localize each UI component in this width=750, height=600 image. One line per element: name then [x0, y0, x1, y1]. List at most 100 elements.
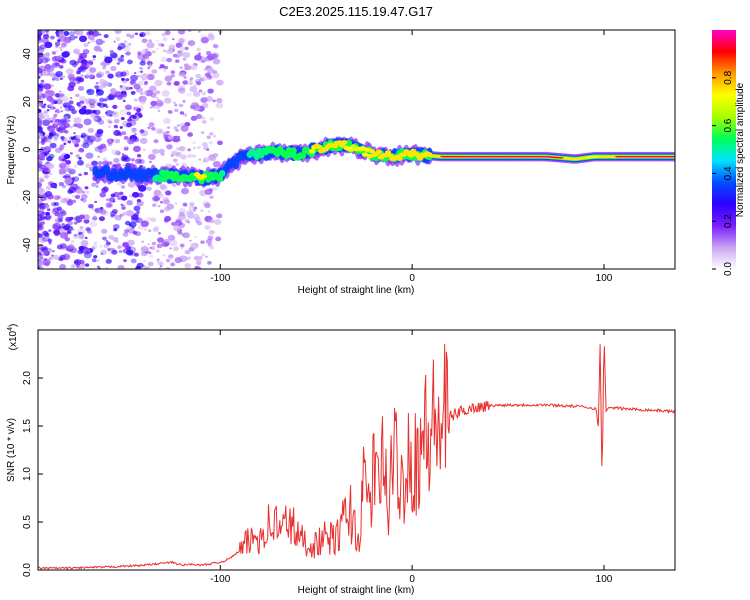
noise-blob [130, 216, 140, 224]
noise-blob [176, 135, 181, 139]
snr-series-line [38, 343, 675, 570]
noise-blob [85, 250, 89, 254]
noise-blob [194, 216, 201, 222]
noise-blob [147, 63, 153, 68]
noise-blob [214, 219, 222, 225]
noise-blob [208, 229, 215, 235]
noise-blob [40, 139, 46, 143]
noise-blob [169, 247, 172, 250]
noise-blob [53, 195, 60, 201]
noise-blob [126, 111, 132, 116]
noise-blob [46, 161, 50, 164]
noise-blob [40, 216, 46, 221]
noise-blob [119, 85, 123, 88]
noise-blob [46, 96, 54, 102]
noise-blob [131, 191, 140, 198]
noise-blob [193, 91, 201, 97]
noise-blob [38, 95, 42, 100]
noise-blob [182, 232, 190, 239]
noise-blob [47, 208, 51, 212]
noise-blob [204, 202, 211, 209]
noise-blob [133, 212, 140, 217]
noise-blob [204, 72, 211, 78]
noise-blob [148, 251, 152, 255]
noise-blob [160, 152, 164, 156]
noise-blob [147, 261, 154, 267]
noise-blob [46, 109, 50, 112]
noise-blob [93, 213, 96, 216]
noise-blob [38, 104, 41, 109]
noise-blob [178, 211, 185, 217]
noise-blob [141, 240, 145, 243]
noise-blob [110, 193, 116, 198]
noise-blob [59, 65, 63, 69]
noise-blob [105, 201, 113, 209]
noise-blob [179, 41, 184, 46]
noise-blob [61, 138, 65, 141]
noise-blob [151, 241, 157, 246]
noise-blob [180, 187, 189, 195]
noise-blob [139, 164, 143, 168]
noise-blob [38, 69, 42, 73]
spectrogram-y-tick-label: -20 [22, 190, 33, 205]
noise-blob [120, 117, 125, 121]
colorbar-tick-label: 0.0 [723, 262, 734, 276]
noise-blob [121, 77, 125, 81]
noise-blob [206, 148, 210, 151]
noise-blob [201, 91, 207, 96]
noise-blob [117, 57, 125, 63]
noise-blob [40, 246, 47, 252]
noise-blob [48, 153, 55, 159]
noise-blob [111, 111, 120, 118]
noise-blob [196, 47, 201, 52]
noise-blob [92, 58, 96, 61]
noise-blob [89, 67, 97, 73]
noise-blob [106, 138, 114, 145]
noise-blob [123, 135, 129, 140]
noise-blob [151, 69, 158, 74]
noise-blob [94, 207, 102, 214]
noise-blob [83, 218, 90, 224]
noise-blob [117, 245, 122, 249]
noise-blob [184, 46, 189, 51]
noise-blob [132, 115, 137, 119]
noise-blob [69, 31, 75, 36]
noise-blob [61, 51, 70, 58]
noise-blob [99, 150, 103, 154]
noise-blob [159, 209, 165, 214]
noise-blob [48, 229, 52, 232]
noise-blob [42, 166, 49, 172]
noise-blob [167, 254, 174, 259]
noise-blob [165, 258, 171, 263]
noise-blob [73, 48, 80, 54]
noise-blob [38, 181, 43, 188]
noise-blob [95, 131, 103, 138]
noise-blob [194, 54, 202, 61]
noise-blob [77, 160, 84, 166]
noise-blob [65, 159, 72, 165]
noise-blob [115, 150, 121, 156]
noise-blob [56, 195, 62, 200]
noise-blob [133, 72, 137, 75]
noise-blob [136, 262, 144, 269]
noise-blob [92, 55, 97, 58]
noise-blob [167, 126, 171, 129]
noise-blob [180, 233, 186, 237]
noise-blob [43, 146, 52, 153]
noise-blob [205, 255, 208, 258]
noise-blob [45, 30, 49, 33]
signal-mark [216, 175, 224, 183]
noise-blob [125, 86, 130, 91]
snr-x-label: Height of straight line (km) [298, 585, 415, 596]
noise-blob [149, 246, 152, 249]
noise-blob [120, 54, 125, 58]
noise-blob [42, 34, 50, 40]
noise-blob [122, 164, 126, 167]
noise-blob [171, 38, 175, 41]
spectrogram-marks [38, 30, 675, 269]
noise-blob [38, 224, 45, 231]
noise-blob [41, 70, 48, 76]
noise-blob [59, 258, 64, 262]
noise-blob [100, 249, 107, 255]
noise-blob [202, 120, 207, 124]
